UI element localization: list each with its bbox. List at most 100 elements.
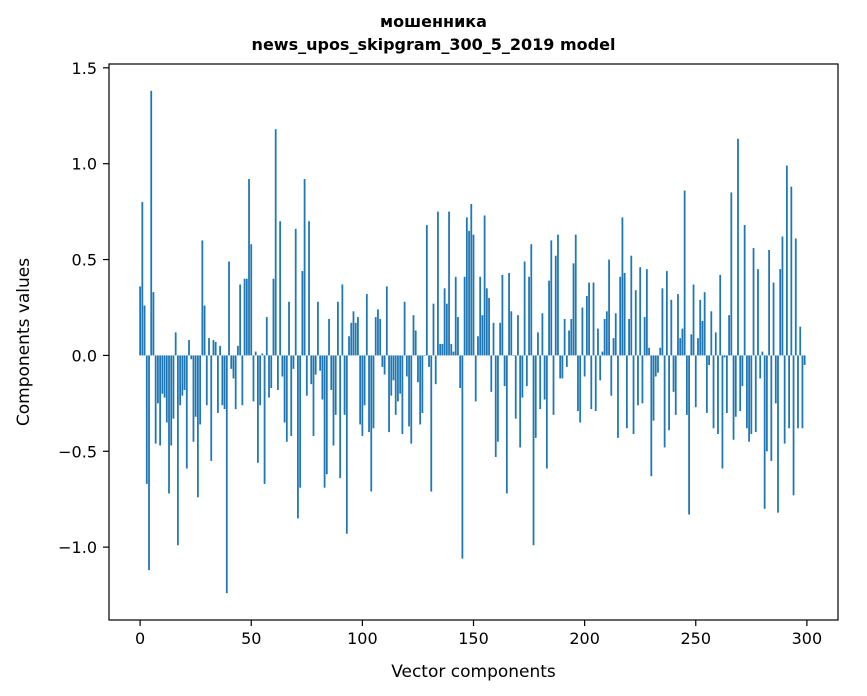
bar [277, 355, 279, 390]
bar [299, 355, 302, 488]
x-tick-label: 150 [458, 629, 489, 648]
bar [734, 355, 737, 417]
bar [281, 355, 284, 377]
bar [179, 355, 182, 406]
x-tick-label: 100 [347, 629, 378, 648]
bar [337, 301, 339, 356]
bar [614, 313, 617, 356]
bar [599, 355, 602, 381]
bar [452, 351, 455, 356]
bar [737, 138, 739, 356]
bar [290, 355, 293, 436]
bar [212, 340, 215, 356]
bar [201, 240, 204, 356]
bar [732, 355, 735, 440]
bar [365, 294, 368, 356]
bar [414, 330, 417, 356]
bar [445, 303, 448, 356]
bar [274, 129, 277, 356]
y-tick-label: 1.5 [72, 59, 97, 78]
bar [334, 355, 337, 415]
bar [794, 238, 797, 356]
bar [501, 274, 504, 356]
y-tick-label: 1.0 [72, 155, 97, 174]
bar [301, 271, 304, 356]
bar [248, 179, 250, 356]
bar [443, 288, 446, 356]
bar [461, 355, 464, 559]
bar [685, 355, 688, 415]
bar [754, 355, 757, 433]
bar [183, 355, 186, 390]
bar [521, 355, 524, 398]
x-axis-label: Vector components [391, 662, 556, 682]
bar [563, 318, 566, 356]
bar [285, 355, 288, 442]
bar [681, 328, 684, 356]
bar [510, 311, 513, 356]
bar [410, 355, 413, 444]
bar [181, 355, 184, 396]
bar [203, 305, 206, 356]
bar [401, 355, 404, 435]
bar [703, 292, 706, 356]
bar [279, 221, 282, 356]
bar [503, 355, 506, 387]
bar [374, 317, 377, 356]
bar [643, 317, 646, 356]
bar [677, 294, 679, 356]
bar [139, 286, 142, 356]
bar [294, 228, 297, 356]
bar [492, 322, 495, 356]
bar [670, 299, 673, 356]
x-tick-label: 300 [792, 629, 823, 648]
bar [565, 355, 568, 367]
bar [205, 355, 208, 406]
bar [652, 355, 655, 421]
bar [323, 355, 326, 488]
bar [421, 355, 424, 413]
y-tick-label: −0.5 [58, 442, 97, 461]
bar [190, 355, 193, 360]
bar [243, 278, 246, 356]
bar [765, 355, 768, 452]
bar [439, 343, 442, 356]
bar [328, 318, 330, 356]
bar [488, 297, 490, 356]
bar [343, 355, 346, 415]
bar [650, 355, 653, 477]
bar [454, 276, 457, 356]
bar [721, 355, 724, 469]
x-tick-label: 50 [241, 629, 261, 648]
bar [359, 355, 362, 425]
bar [612, 338, 615, 356]
bar [712, 355, 715, 429]
bar [723, 355, 726, 358]
bar [372, 355, 375, 429]
bar [628, 318, 630, 356]
bar [690, 334, 693, 356]
bar [799, 326, 802, 356]
bar [543, 355, 546, 400]
bar [239, 284, 242, 356]
bar [717, 355, 719, 435]
bar [701, 320, 704, 356]
bar [265, 317, 268, 356]
bar [785, 165, 788, 356]
bar [434, 355, 437, 385]
bar [725, 355, 728, 413]
y-tick-label: 0.0 [72, 346, 97, 365]
bar [554, 255, 557, 356]
bar [154, 355, 157, 444]
bar [752, 248, 755, 356]
bar [317, 301, 319, 356]
bar [459, 355, 462, 389]
bar [597, 328, 599, 356]
bar [528, 276, 530, 356]
bar [517, 315, 519, 356]
bar [665, 271, 668, 356]
bar [403, 301, 406, 356]
bar [272, 278, 275, 356]
bar [508, 272, 510, 356]
